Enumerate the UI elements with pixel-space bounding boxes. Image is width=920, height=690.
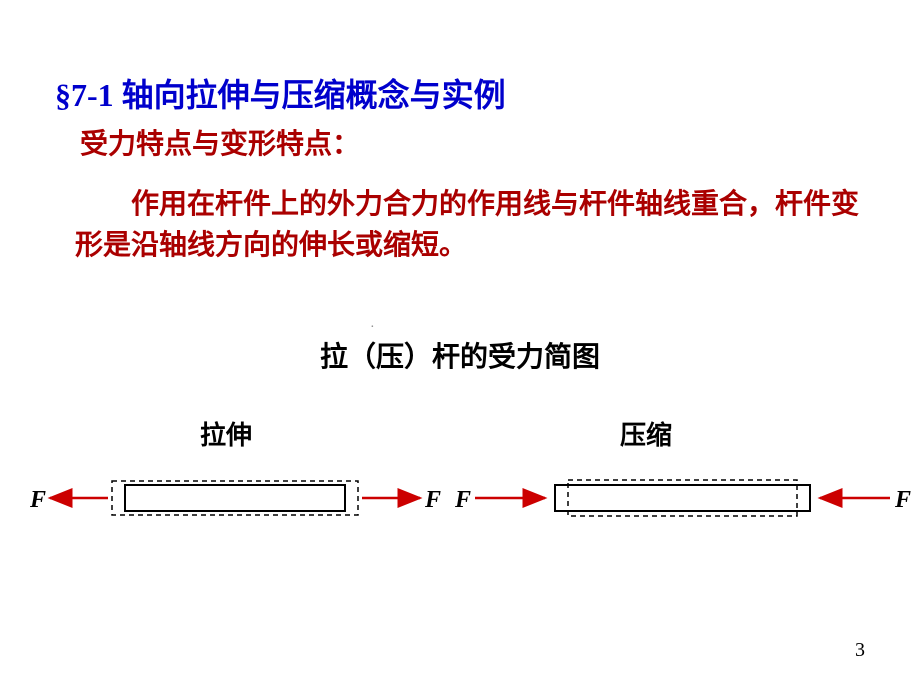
dot-mark: · xyxy=(370,320,375,336)
diagram-title: 拉（压）杆的受力简图 xyxy=(0,335,920,375)
section-title: §7-1 轴向拉伸与压缩概念与实例 xyxy=(55,70,506,116)
tension-force-left: F xyxy=(30,487,46,514)
subtitle: 受力特点与变形特点： xyxy=(80,122,360,162)
tension-force-right: F xyxy=(425,487,441,514)
compression-force-right: F xyxy=(895,487,911,514)
page-number: 3 xyxy=(855,639,865,662)
tension-label: 拉伸 xyxy=(200,415,252,452)
compression-label: 压缩 xyxy=(620,415,672,452)
diagram-area: FFFF xyxy=(0,465,920,545)
body-paragraph: 作用在杆件上的外力合力的作用线与杆件轴线重合，杆件变形是沿轴线方向的伸长或缩短。 xyxy=(75,185,870,266)
compression-force-left: F xyxy=(455,487,471,514)
